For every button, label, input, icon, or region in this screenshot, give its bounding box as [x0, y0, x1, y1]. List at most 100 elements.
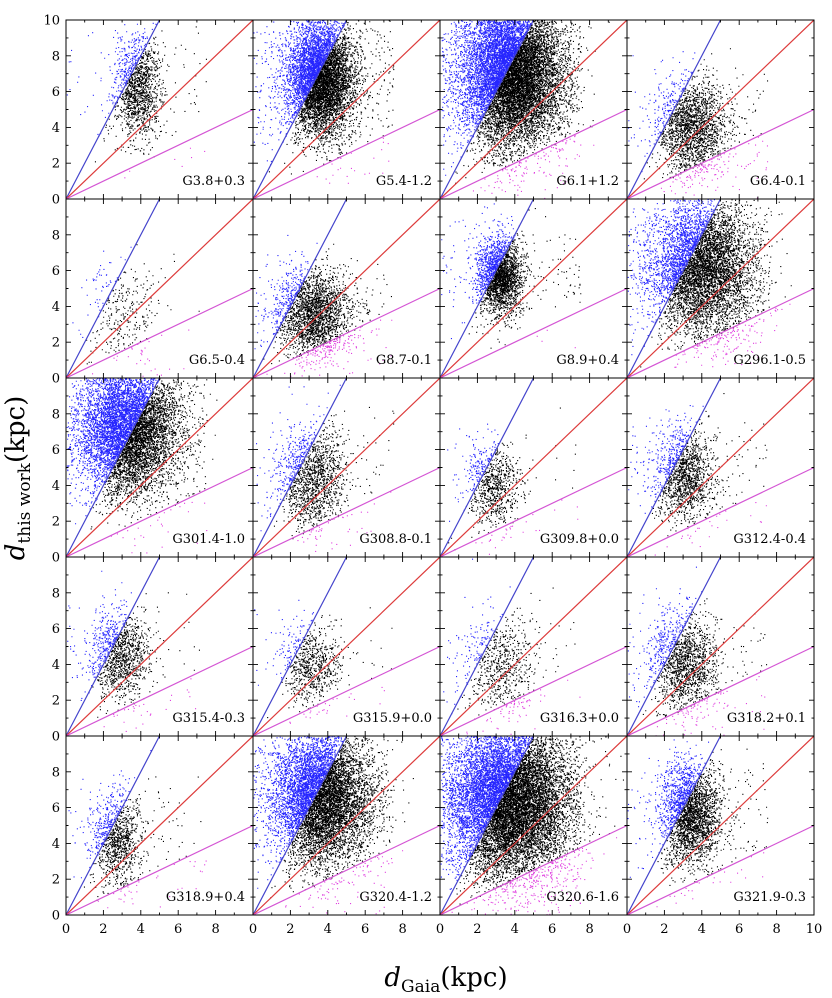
y-tick-label: 0 [52, 193, 60, 208]
panel-G318.9+0.4: G318.9+0.4 [65, 735, 254, 916]
panel-G315.9+0.0: G315.9+0.0 [252, 556, 441, 737]
points-blue [447, 423, 499, 522]
reference-line-red [66, 20, 253, 199]
reference-line-blue [627, 736, 722, 915]
y-tick-label: 2 [52, 157, 60, 172]
panel-ticks [439, 198, 628, 379]
x-tick-label: 2 [286, 922, 294, 937]
points-black [263, 243, 392, 365]
panel-label: G3.8+0.3 [182, 174, 245, 189]
points-blue [66, 378, 160, 525]
points-blue [627, 566, 703, 708]
points-black [94, 26, 207, 163]
panel-G320.6-1.6: G320.6-1.6 [439, 735, 628, 916]
x-tick-label: 8 [211, 922, 219, 937]
points-black [448, 407, 577, 551]
x-tick-label: 10 [806, 922, 823, 937]
y-tick-label: 0 [52, 909, 60, 924]
points-group [253, 378, 440, 557]
reference-line-blue [440, 378, 535, 557]
reference-line-red [253, 557, 440, 736]
reference-line-blue [66, 557, 161, 736]
panel-G6.1+1.2: G6.1+1.2 [439, 19, 628, 200]
points-black [83, 776, 202, 901]
x-tick-labels: 0 2 4 6 8 0 2 4 6 8 0 2 4 6 8 0 2 4 6 8 10 [62, 922, 822, 937]
reference-line-magenta [253, 287, 440, 378]
x-tick-label: 4 [698, 922, 706, 937]
x-axis-label-unit: (kpc) [440, 963, 507, 993]
reference-line-blue [253, 20, 348, 199]
reference-line-red [440, 199, 627, 378]
reference-line-red [66, 736, 253, 915]
reference-line-red [627, 199, 814, 378]
y-tick-label: 2 [52, 873, 60, 888]
reference-line-magenta [627, 287, 814, 378]
reference-line-blue [627, 20, 722, 199]
panel-ticks [626, 198, 815, 379]
points-blue [253, 736, 344, 889]
y-axis-label-unit: (kpc) [1, 396, 31, 463]
points-magenta [451, 837, 618, 915]
y-tick-label: 4 [52, 837, 60, 852]
panel-ticks [65, 377, 254, 558]
panel-label: G318.9+0.4 [166, 890, 245, 905]
y-tick-label: 6 [52, 622, 60, 637]
panel-G312.4-0.4: G312.4-0.4 [626, 377, 815, 558]
x-tick-label: 0 [623, 922, 631, 937]
panel-G8.7-0.1: G8.7-0.1 [252, 198, 441, 379]
points-group [253, 557, 440, 736]
panel-label: G320.6-1.6 [546, 890, 619, 905]
points-blue [66, 22, 157, 137]
panel-G315.4-0.3: G315.4-0.3 [65, 556, 254, 737]
reference-line-magenta [440, 287, 627, 378]
reference-line-blue [66, 199, 161, 378]
reference-line-red [253, 736, 440, 915]
y-tick-label: 4 [52, 658, 60, 673]
panel-label: G315.4-0.3 [172, 711, 245, 726]
reference-line-magenta [66, 824, 253, 915]
panel-ticks [626, 735, 815, 916]
y-tick-label: 4 [52, 121, 60, 136]
points-black [270, 736, 414, 899]
points-magenta [536, 329, 576, 349]
x-tick-label: 0 [249, 922, 257, 937]
y-tick-label: 6 [52, 85, 60, 100]
reference-line-blue [66, 736, 161, 915]
points-black [468, 208, 582, 349]
panel-label: G309.8+0.0 [540, 532, 619, 547]
reference-line-blue [440, 20, 535, 199]
panel-G320.4-1.2: G320.4-1.2 [252, 735, 441, 916]
reference-line-magenta [627, 645, 814, 736]
reference-line-blue [440, 557, 535, 736]
points-magenta [654, 502, 767, 556]
points-group [66, 20, 253, 199]
points-group [627, 378, 814, 557]
reference-line-red [253, 378, 440, 557]
panel-label: G5.4-1.2 [376, 174, 432, 189]
reference-line-red [66, 199, 253, 378]
points-blue [67, 570, 132, 701]
y-tick-label: 10 [43, 14, 60, 29]
reference-line-red [627, 557, 814, 736]
panel-ticks [626, 377, 815, 558]
reference-line-magenta [66, 645, 253, 736]
panel-label: G312.4-0.4 [733, 532, 806, 547]
points-black [90, 378, 218, 530]
y-tick-label: 8 [52, 765, 60, 780]
y-tick-label: 6 [52, 264, 60, 279]
x-tick-label: 4 [324, 922, 332, 937]
panel-ticks [439, 735, 628, 916]
points-blue [253, 20, 347, 166]
points-group [66, 557, 253, 736]
reference-line-magenta [440, 645, 627, 736]
panel-ticks [439, 19, 628, 200]
y-tick-label: 8 [52, 49, 60, 64]
points-group [66, 199, 253, 378]
panel-ticks [65, 198, 254, 379]
points-group [253, 20, 440, 199]
points-blue [440, 736, 534, 890]
reference-line-magenta [627, 108, 814, 199]
panel-G316.3+0.0: G316.3+0.0 [439, 556, 628, 737]
y-axis-label-sub: this work [15, 462, 35, 543]
